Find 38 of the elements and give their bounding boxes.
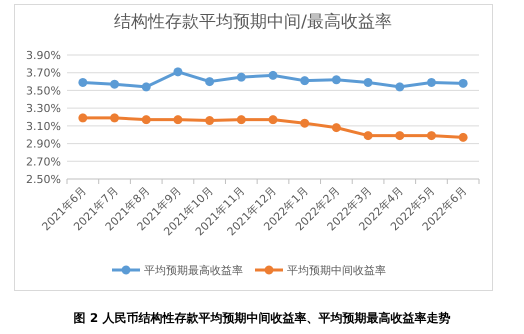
point [332, 123, 341, 132]
point [300, 76, 310, 86]
point [300, 118, 310, 128]
point [426, 78, 436, 87]
point [78, 78, 88, 87]
point [364, 131, 373, 140]
y-tick-label: 3.10% [26, 120, 61, 133]
point [110, 113, 120, 122]
y-tick-label: 3.70% [26, 66, 61, 80]
point [78, 113, 88, 122]
caption: 图 2 人民币结构性存款平均预期中间收益率、平均预期最高收益率走势 [74, 311, 450, 325]
point [173, 115, 182, 124]
point [268, 70, 278, 80]
point [458, 132, 468, 142]
point [426, 131, 436, 140]
y-tick-label: 3.30% [26, 102, 61, 116]
legend-label: 平均预期最高收益率 [144, 264, 243, 277]
y-tick-label: 2.50% [26, 173, 61, 186]
legend-label: 平均预期中间收益率 [287, 264, 386, 277]
point [110, 80, 120, 89]
point [236, 72, 246, 82]
point [205, 116, 214, 126]
y-tick-label: 2.70% [26, 155, 61, 168]
chart-title: 结构性存款平均预期中间/最高收益率 [114, 12, 392, 32]
point [364, 78, 373, 87]
point [268, 115, 278, 124]
point [142, 82, 151, 92]
y-tick-label: 3.50% [26, 84, 61, 98]
y-tick-label: 3.90% [26, 49, 61, 62]
y-tick-label: 2.90% [26, 138, 61, 151]
point [142, 115, 151, 124]
point [173, 67, 182, 76]
point [332, 75, 341, 84]
point [395, 82, 404, 92]
point [236, 115, 246, 124]
point [395, 131, 404, 140]
point [205, 77, 214, 86]
point [458, 78, 468, 88]
